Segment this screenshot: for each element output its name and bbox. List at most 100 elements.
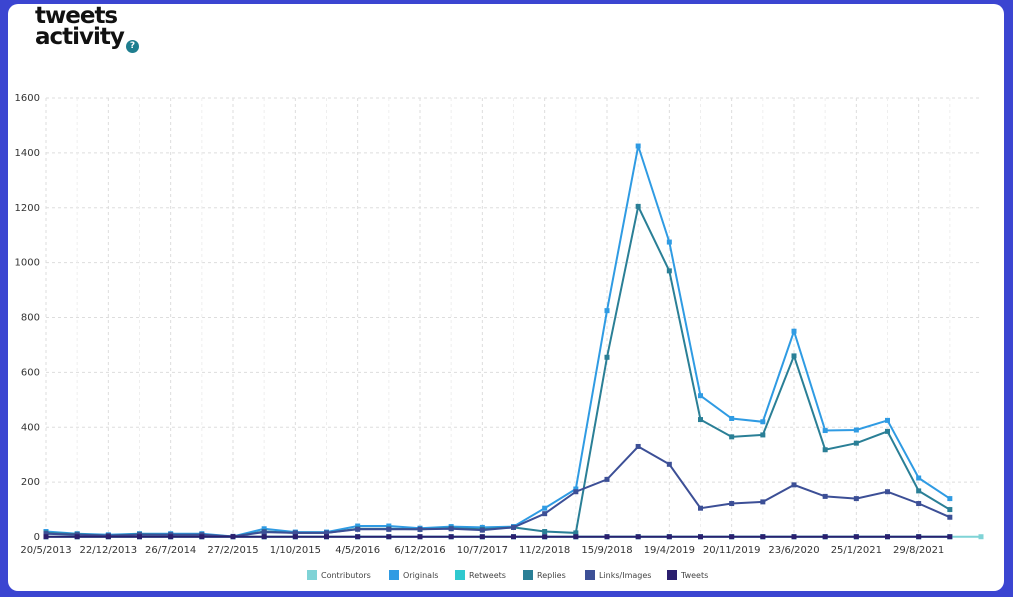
data-point[interactable]	[885, 417, 890, 423]
data-point[interactable]	[947, 496, 953, 502]
data-point[interactable]	[292, 534, 298, 540]
data-point[interactable]	[947, 534, 953, 540]
data-point[interactable]	[635, 203, 641, 209]
data-point[interactable]	[853, 440, 859, 446]
title-line-1: tweets	[35, 4, 118, 29]
legend-item[interactable]: Originals	[389, 570, 438, 580]
data-point[interactable]	[292, 530, 298, 536]
data-point[interactable]	[947, 507, 953, 513]
data-point[interactable]	[511, 524, 516, 530]
data-point[interactable]	[511, 534, 516, 540]
data-point[interactable]	[822, 447, 828, 453]
data-point[interactable]	[822, 428, 828, 434]
data-point[interactable]	[853, 496, 859, 502]
data-point[interactable]	[853, 534, 859, 540]
data-point[interactable]	[261, 526, 267, 532]
data-point[interactable]	[698, 534, 703, 540]
data-point[interactable]	[230, 534, 236, 540]
data-point[interactable]	[729, 434, 735, 440]
data-point[interactable]	[573, 486, 579, 492]
data-point[interactable]	[978, 534, 984, 540]
data-point[interactable]	[604, 354, 610, 360]
data-point[interactable]	[386, 523, 392, 529]
data-point[interactable]	[885, 489, 890, 495]
data-point[interactable]	[137, 534, 142, 540]
data-point[interactable]	[635, 443, 641, 449]
y-axis: 0 200 400 600 800 1000 1200 1400 1600	[15, 93, 40, 543]
x-tick-label: 4/5/2016	[335, 545, 380, 556]
data-point[interactable]	[635, 143, 641, 149]
data-point[interactable]	[324, 530, 329, 536]
data-point[interactable]	[479, 534, 485, 540]
data-point[interactable]	[448, 526, 454, 532]
data-point[interactable]	[666, 239, 672, 245]
data-point[interactable]	[74, 534, 80, 540]
data-point[interactable]	[261, 534, 267, 540]
data-point[interactable]	[604, 534, 610, 540]
series-line[interactable]	[45, 445, 951, 538]
data-point[interactable]	[760, 432, 766, 438]
data-point[interactable]	[105, 534, 111, 540]
data-point[interactable]	[729, 501, 735, 507]
data-point[interactable]	[666, 268, 672, 274]
data-point[interactable]	[666, 461, 672, 467]
data-point[interactable]	[573, 489, 579, 495]
data-point[interactable]	[916, 534, 922, 540]
legend-item[interactable]: Contributors	[307, 570, 371, 580]
data-point[interactable]	[698, 417, 703, 423]
legend-item[interactable]: Links/Images	[585, 570, 651, 580]
data-point[interactable]	[822, 534, 828, 540]
legend-item[interactable]: Retweets	[455, 570, 506, 580]
data-point[interactable]	[916, 475, 922, 481]
data-point[interactable]	[43, 531, 49, 537]
data-point[interactable]	[822, 493, 828, 499]
data-point[interactable]	[791, 328, 797, 334]
data-point[interactable]	[760, 419, 766, 425]
data-point[interactable]	[386, 534, 392, 540]
data-point[interactable]	[417, 526, 423, 532]
legend-item[interactable]: Tweets	[667, 570, 708, 580]
data-point[interactable]	[698, 393, 703, 399]
legend-label: Tweets	[680, 571, 708, 580]
data-point[interactable]	[43, 534, 49, 540]
data-point[interactable]	[760, 534, 766, 540]
data-point[interactable]	[542, 505, 548, 511]
data-point[interactable]	[542, 511, 548, 517]
data-point[interactable]	[417, 534, 423, 540]
data-point[interactable]	[355, 534, 361, 540]
series-line[interactable]	[45, 145, 951, 538]
data-point[interactable]	[448, 534, 454, 540]
data-point[interactable]	[573, 534, 579, 540]
legend-item[interactable]: Replies	[523, 570, 566, 580]
data-point[interactable]	[479, 527, 485, 533]
data-point[interactable]	[604, 308, 610, 314]
data-point[interactable]	[916, 501, 922, 507]
data-point[interactable]	[791, 353, 797, 359]
data-point[interactable]	[947, 514, 953, 520]
data-point[interactable]	[542, 534, 548, 540]
data-point[interactable]	[885, 428, 890, 434]
help-icon[interactable]: ?	[126, 40, 139, 53]
data-point[interactable]	[885, 534, 890, 540]
data-point[interactable]	[199, 534, 205, 540]
data-point[interactable]	[853, 427, 859, 433]
data-point[interactable]	[355, 526, 361, 532]
data-point[interactable]	[261, 529, 267, 535]
data-point[interactable]	[729, 534, 735, 540]
data-point[interactable]	[355, 523, 361, 529]
data-point[interactable]	[791, 534, 797, 540]
data-point[interactable]	[916, 488, 922, 494]
data-point[interactable]	[324, 534, 329, 540]
series-line[interactable]	[45, 203, 951, 538]
data-point[interactable]	[168, 534, 174, 540]
data-point[interactable]	[760, 499, 766, 505]
data-point[interactable]	[666, 534, 672, 540]
data-point[interactable]	[791, 482, 797, 488]
data-point[interactable]	[729, 415, 735, 421]
data-point[interactable]	[635, 534, 641, 540]
data-point[interactable]	[604, 476, 610, 482]
data-point[interactable]	[698, 505, 703, 511]
data-point[interactable]	[573, 530, 579, 536]
data-point[interactable]	[386, 526, 392, 532]
data-point[interactable]	[542, 529, 548, 535]
